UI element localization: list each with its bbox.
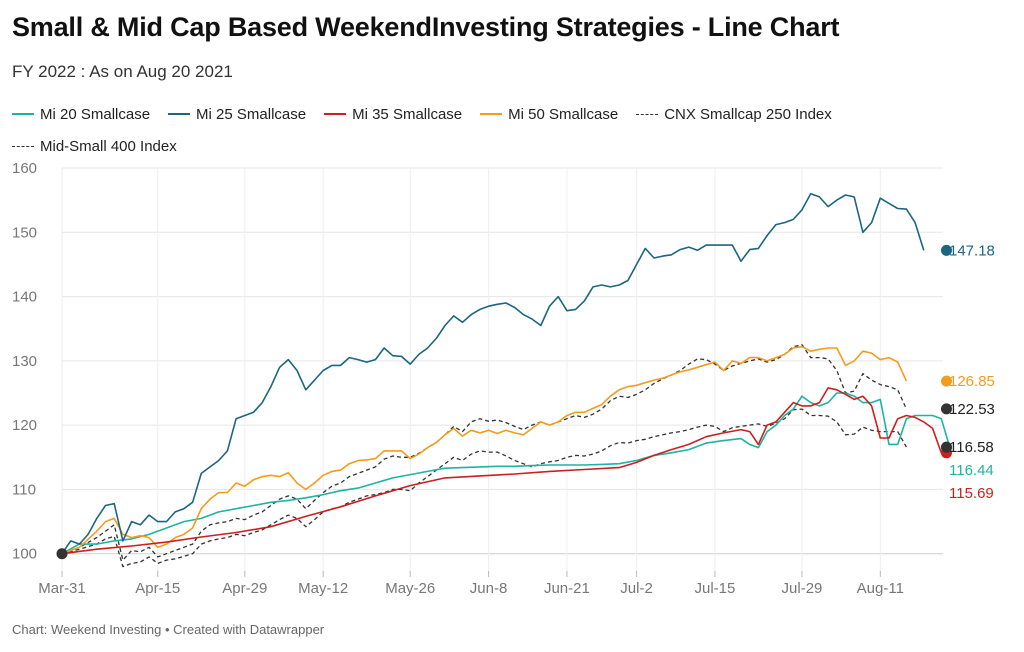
legend-item: Mi 35 Smallcase: [324, 106, 462, 123]
start-point: [56, 548, 68, 560]
y-tick-label: 120: [12, 417, 37, 434]
y-tick-label: 150: [12, 224, 37, 241]
y-tick-label: 140: [12, 289, 37, 306]
legend-label: Mi 35 Smallcase: [352, 105, 463, 123]
x-tick-label: Aug-11: [857, 580, 904, 597]
series-line: [61, 387, 943, 555]
end-point: [940, 375, 952, 387]
y-tick-label: 160: [12, 160, 37, 177]
series-line: [61, 345, 908, 555]
x-tick-label: May-12: [298, 580, 348, 597]
x-tick-label: Jul-15: [694, 580, 735, 597]
legend-row: Mid-Small 400 Index: [12, 130, 1012, 162]
x-tick-label: Jul-29: [782, 580, 823, 597]
chart-footer: Chart: Weekend Investing • Created with …: [12, 622, 325, 637]
series-line: [61, 192, 925, 555]
end-value-label: 115.69: [949, 485, 994, 502]
x-tick-label: Apr-29: [222, 580, 267, 597]
legend-item: Mi 20 Smallcase: [12, 106, 150, 123]
legend-label: Mi 20 Smallcase: [40, 105, 151, 123]
end-point: [940, 244, 952, 256]
series-line: [61, 408, 907, 568]
legend-item: CNX Smallcap 250 Index: [636, 106, 832, 123]
legend-swatch: [636, 113, 659, 115]
legend-swatch: [12, 113, 34, 115]
y-tick-label: 130: [12, 353, 37, 370]
x-tick-label: Jun-8: [470, 580, 508, 597]
legend-swatch: [12, 145, 34, 147]
end-point: [940, 403, 952, 415]
end-point: [940, 441, 952, 453]
legend-swatch: [480, 113, 503, 115]
legend-item: Mid-Small 400 Index: [12, 138, 177, 155]
chart-subtitle: FY 2022 : As on Aug 20 2021: [12, 62, 233, 81]
legend-label: CNX Smallcap 250 Index: [664, 105, 832, 123]
legend-swatch: [168, 113, 191, 115]
end-value-label: 126.85: [949, 373, 995, 390]
x-tick-label: May-26: [385, 580, 435, 597]
legend-label: Mi 25 Smallcase: [196, 105, 307, 123]
x-tick-label: Apr-15: [135, 580, 180, 597]
chart-title: Small & Mid Cap Based WeekendInvesting S…: [12, 12, 840, 42]
legend-item: Mi 50 Smallcase: [480, 106, 618, 123]
x-tick-label: Jun-21: [544, 580, 590, 597]
end-value-label: 122.53: [949, 401, 995, 418]
legend-label: Mid-Small 400 Index: [40, 137, 177, 155]
x-tick-label: Jul-2: [620, 580, 653, 597]
legend-item: Mi 25 Smallcase: [168, 106, 306, 123]
legend-label: Mi 50 Smallcase: [508, 105, 619, 123]
y-tick-label: 110: [12, 481, 36, 498]
end-value-label: 116.44: [949, 462, 994, 479]
series-line: [61, 392, 951, 555]
legend-row: Mi 20 Smallcase Mi 25 Smallcase Mi 35 Smal…: [12, 98, 1012, 130]
chart-legend: Mi 20 Smallcase Mi 25 Smallcase Mi 35 Smal…: [12, 98, 1012, 162]
legend-swatch: [324, 113, 347, 115]
y-tick-label: 100: [12, 546, 37, 563]
series-line: [61, 344, 907, 561]
end-value-label: 147.18: [949, 242, 995, 259]
end-value-label: 116.58: [949, 439, 994, 456]
x-tick-label: Mar-31: [38, 580, 86, 597]
